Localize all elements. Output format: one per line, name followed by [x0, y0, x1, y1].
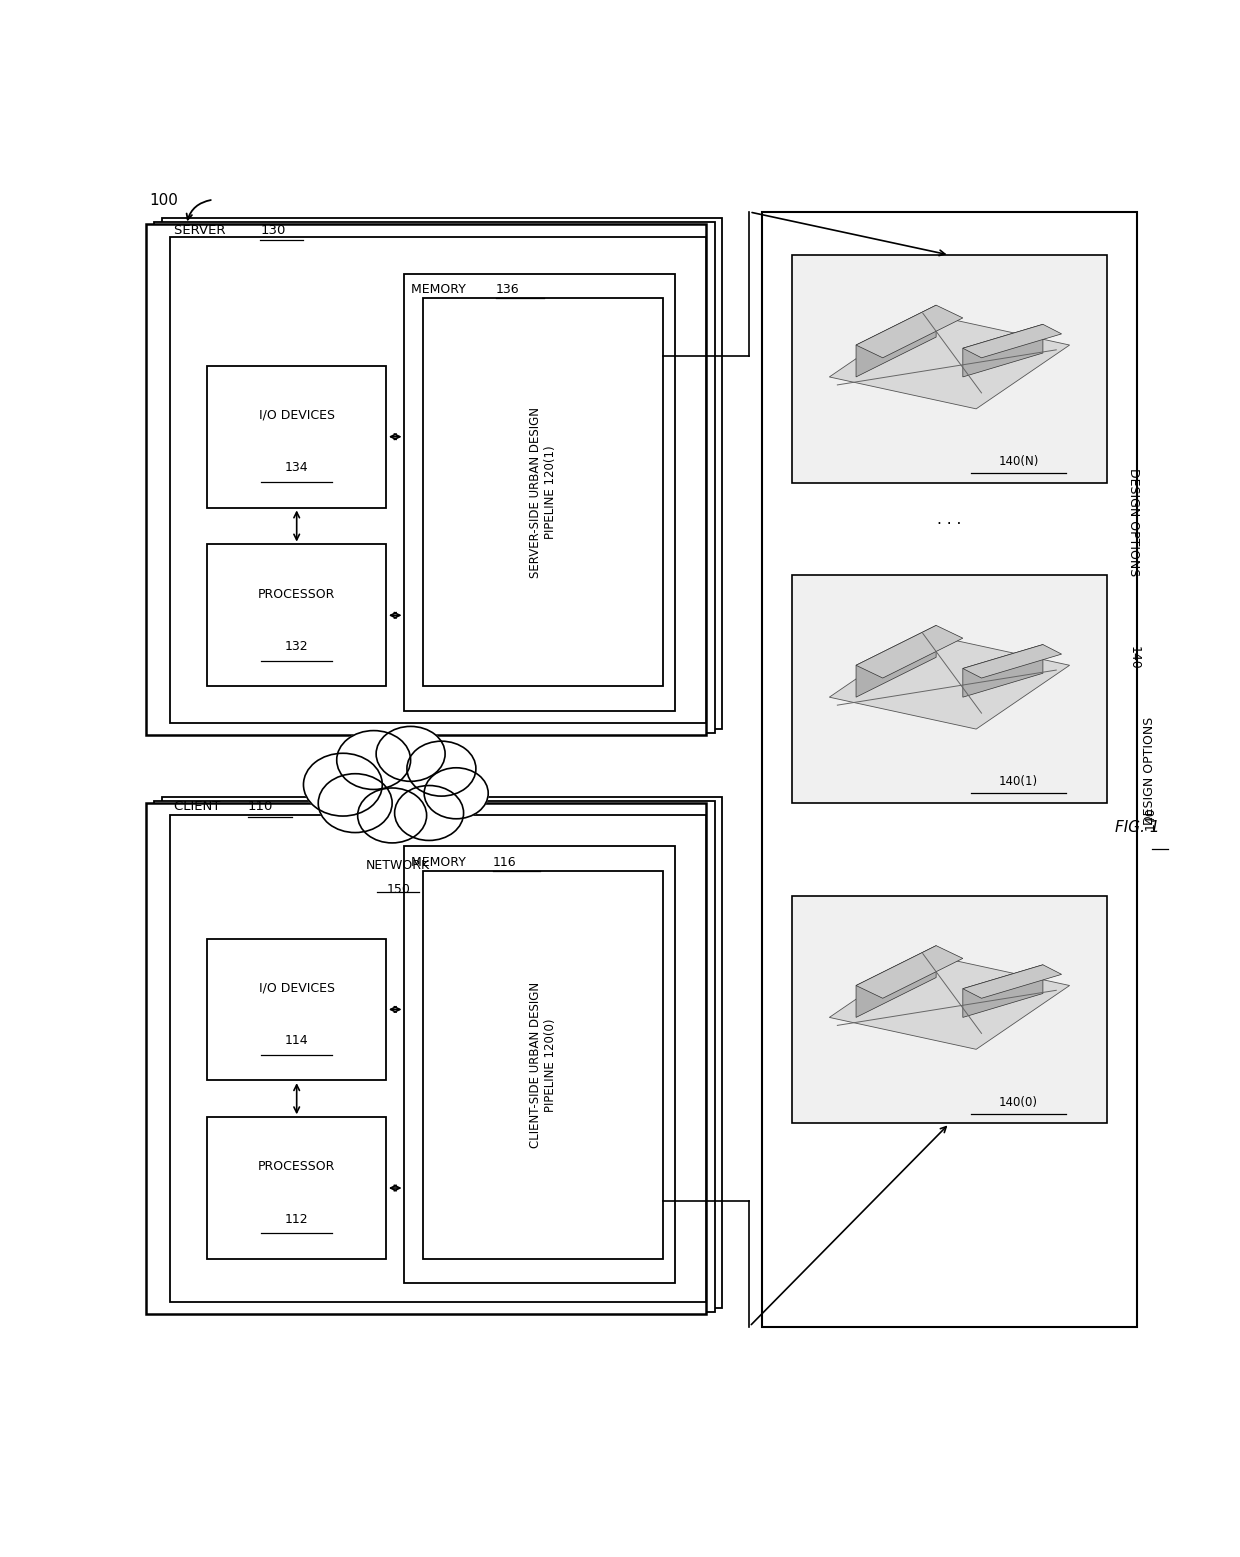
Polygon shape	[962, 324, 1043, 377]
Bar	[170, 816, 707, 1302]
Bar	[207, 1118, 386, 1260]
Polygon shape	[962, 965, 1061, 998]
Bar	[207, 545, 386, 687]
Polygon shape	[962, 324, 1061, 358]
Text: 136: 136	[496, 283, 520, 296]
Text: 132: 132	[285, 640, 309, 652]
Bar	[792, 255, 1106, 483]
Text: PROCESSOR: PROCESSOR	[258, 1160, 335, 1174]
Text: 140: 140	[1127, 646, 1141, 670]
Bar	[161, 218, 722, 729]
Bar	[207, 939, 386, 1081]
Bar	[792, 895, 1106, 1123]
Ellipse shape	[407, 741, 476, 796]
Bar	[207, 366, 386, 508]
Text: DESIGN OPTIONS: DESIGN OPTIONS	[1127, 469, 1141, 581]
Polygon shape	[856, 626, 936, 698]
Polygon shape	[830, 634, 1070, 729]
Bar	[146, 224, 707, 735]
Text: 140(0): 140(0)	[999, 1096, 1038, 1109]
Text: 140: 140	[1143, 807, 1157, 830]
Text: DESIGN OPTIONS: DESIGN OPTIONS	[1143, 713, 1157, 825]
Text: MEMORY: MEMORY	[410, 283, 470, 296]
Polygon shape	[830, 953, 1070, 1049]
Bar	[404, 847, 676, 1283]
Polygon shape	[856, 305, 962, 358]
Ellipse shape	[424, 768, 489, 819]
Text: 134: 134	[285, 461, 309, 475]
Polygon shape	[856, 305, 936, 377]
Text: 150: 150	[387, 883, 410, 897]
Text: SERVER: SERVER	[174, 224, 229, 237]
Polygon shape	[830, 313, 1070, 409]
Bar	[161, 797, 722, 1308]
Bar	[792, 575, 1106, 803]
Text: . . .: . . .	[937, 512, 962, 528]
Ellipse shape	[337, 730, 410, 789]
Bar	[761, 212, 1137, 1327]
Polygon shape	[962, 965, 1043, 1017]
Ellipse shape	[376, 727, 445, 782]
Bar	[423, 297, 663, 687]
Text: I/O DEVICES: I/O DEVICES	[259, 982, 335, 995]
Ellipse shape	[319, 774, 392, 833]
Text: NETWORK: NETWORK	[366, 858, 430, 872]
Ellipse shape	[357, 788, 427, 842]
Text: 110: 110	[248, 800, 273, 813]
Text: 112: 112	[285, 1213, 309, 1225]
Bar	[146, 803, 707, 1314]
Text: CLIENT: CLIENT	[174, 800, 224, 813]
Polygon shape	[962, 645, 1043, 698]
Text: I/O DEVICES: I/O DEVICES	[259, 409, 335, 422]
Polygon shape	[962, 645, 1061, 677]
Text: FIG. 1: FIG. 1	[1115, 821, 1159, 835]
Text: 130: 130	[260, 224, 285, 237]
Bar	[404, 274, 676, 710]
Text: MEMORY: MEMORY	[410, 856, 470, 869]
Polygon shape	[856, 626, 962, 677]
Text: 100: 100	[150, 193, 179, 209]
Text: 140(N): 140(N)	[998, 455, 1039, 469]
Polygon shape	[856, 945, 936, 1017]
Text: PROCESSOR: PROCESSOR	[258, 587, 335, 601]
Polygon shape	[856, 945, 962, 998]
Text: 114: 114	[285, 1034, 309, 1048]
Text: 116: 116	[494, 856, 517, 869]
Ellipse shape	[394, 786, 464, 841]
Text: CLIENT-SIDE URBAN DESIGN
PIPELINE 120(0): CLIENT-SIDE URBAN DESIGN PIPELINE 120(0)	[529, 982, 557, 1148]
Bar	[155, 221, 714, 733]
Ellipse shape	[304, 754, 382, 816]
Bar	[155, 800, 714, 1313]
Text: SERVER-SIDE URBAN DESIGN
PIPELINE 120(1): SERVER-SIDE URBAN DESIGN PIPELINE 120(1)	[529, 406, 557, 578]
Bar	[423, 870, 663, 1260]
Text: 140(1): 140(1)	[999, 775, 1038, 788]
Bar	[170, 237, 707, 722]
